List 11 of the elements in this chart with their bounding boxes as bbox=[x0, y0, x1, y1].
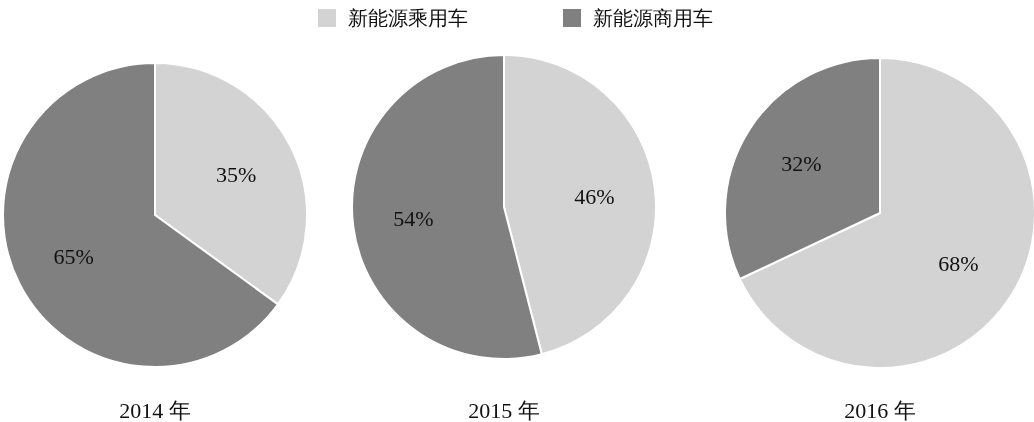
text: 2015 年 bbox=[468, 398, 540, 422]
legend-label: 新能源商用车 bbox=[593, 7, 713, 29]
data-label: 35% bbox=[216, 161, 257, 187]
text: 2014 年 bbox=[119, 398, 191, 422]
data-label: 46% bbox=[574, 183, 615, 209]
data-label: 54% bbox=[393, 206, 434, 232]
text: 2016 年 bbox=[844, 398, 916, 422]
data-label: 65% bbox=[53, 244, 94, 270]
data-label: 32% bbox=[781, 151, 822, 177]
data-label: 68% bbox=[938, 250, 979, 276]
legend-label: 新能源乘用车 bbox=[348, 7, 468, 29]
